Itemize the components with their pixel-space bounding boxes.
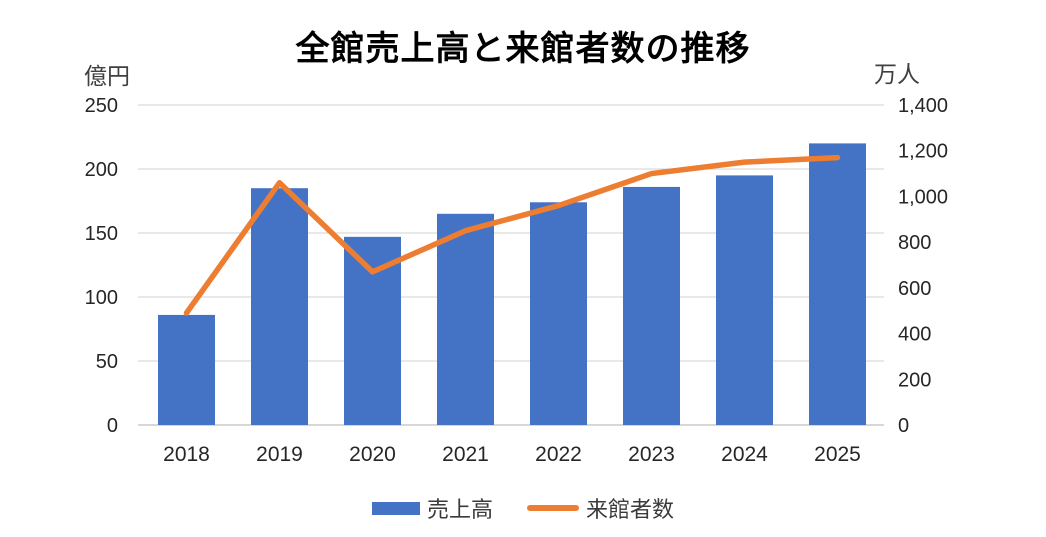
- bar-2025: [809, 143, 866, 425]
- right-axis-tick-label: 600: [898, 278, 931, 300]
- legend-item-sales: 売上高: [371, 492, 493, 524]
- left-axis-unit-label: 億円: [84, 63, 130, 89]
- category-label-2023: 2023: [628, 443, 675, 466]
- left-axis-tick-label: 250: [85, 95, 118, 117]
- sales-bar-swatch-icon: [371, 501, 420, 515]
- category-label-2021: 2021: [442, 443, 489, 466]
- bar-2023: [623, 186, 680, 425]
- right-axis-tick-label: 1,400: [898, 95, 948, 117]
- left-axis-tick-label: 0: [107, 415, 118, 437]
- chart-title: 全館売上高と来館者数の推移: [295, 30, 751, 68]
- right-axis-tick-label: 200: [898, 369, 931, 391]
- right-axis-tick-label: 1,000: [898, 186, 948, 208]
- legend-item-visitors: 来館者数: [527, 492, 674, 524]
- visitors-line-series: [183, 154, 841, 316]
- right-axis-tick-label: 1,200: [898, 141, 948, 163]
- category-label-2019: 2019: [256, 443, 303, 466]
- category-label-2024: 2024: [721, 443, 768, 466]
- sales-legend-label: 売上高: [426, 497, 493, 522]
- legend: 売上高 来館者数: [0, 492, 1046, 524]
- left-axis-tick-label: 150: [85, 223, 118, 245]
- right-axis-tick-label: 800: [898, 232, 931, 254]
- left-axis-tick-label: 100: [85, 287, 118, 309]
- bar-2019: [251, 188, 308, 425]
- right-axis-unit-label: 万人: [874, 61, 920, 87]
- category-label-2018: 2018: [163, 443, 210, 466]
- bar-2024: [716, 175, 773, 425]
- category-label-2022: 2022: [535, 443, 582, 466]
- left-axis-tick-label: 50: [96, 351, 118, 373]
- bar-2022: [530, 202, 587, 425]
- right-axis-tick-label: 0: [898, 415, 909, 437]
- category-label-2025: 2025: [814, 443, 861, 466]
- right-axis-tick-label: 400: [898, 324, 931, 346]
- visitors-legend-label: 来館者数: [586, 497, 675, 522]
- category-label-2020: 2020: [349, 443, 396, 466]
- visitors-line-swatch-icon: [527, 505, 579, 511]
- chart-plot-area: 0 50 100 150 200 250 0 200 400 600 800 1,000 1,200 1,…: [85, 95, 948, 466]
- left-axis-tick-label: 200: [85, 159, 118, 181]
- bar-2021: [437, 213, 494, 425]
- bar-2018: [158, 314, 215, 425]
